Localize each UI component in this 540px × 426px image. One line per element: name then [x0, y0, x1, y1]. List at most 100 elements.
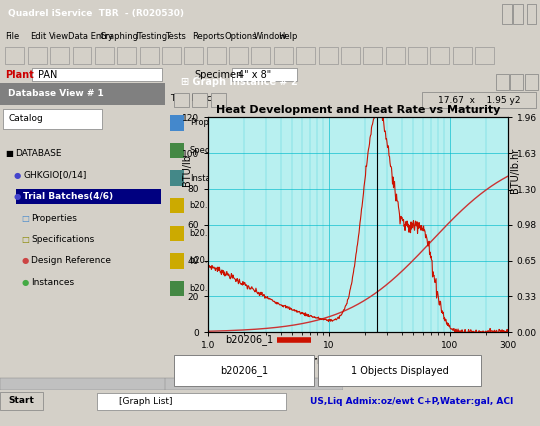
Text: Database View # 1: Database View # 1 [8, 89, 104, 98]
Text: Window: Window [254, 32, 287, 41]
Text: Trial Batche:: Trial Batche: [170, 94, 226, 103]
Bar [162, 47, 181, 64]
Bar [513, 4, 523, 23]
Bar [50, 47, 69, 64]
Text: b20...: b20... [190, 256, 213, 265]
Text: GHKGIO[0/14]: GHKGIO[0/14] [23, 170, 86, 180]
Text: US,Liq Admix:oz/ewt C+P,Water:gal, ACI: US,Liq Admix:oz/ewt C+P,Water:gal, ACI [309, 397, 513, 406]
Bar [184, 47, 203, 64]
Bar [274, 47, 293, 64]
Bar [3, 109, 102, 129]
Text: Data Entry: Data Entry [68, 32, 112, 41]
Text: BTU/lb: BTU/lb [181, 154, 192, 187]
Bar [526, 4, 536, 23]
Bar [170, 170, 184, 186]
Bar [95, 47, 114, 64]
Bar [386, 47, 404, 64]
Bar [318, 355, 481, 386]
Bar [430, 47, 449, 64]
Text: Specimen: Specimen [194, 69, 242, 80]
Text: Options: Options [224, 32, 256, 41]
Text: View: View [49, 32, 69, 41]
Bar [170, 143, 184, 158]
Bar [0, 83, 165, 104]
Bar [525, 74, 538, 90]
Bar [117, 47, 136, 64]
Text: ⊞ Graph Instance # 2: ⊞ Graph Instance # 2 [181, 77, 298, 87]
Bar [16, 189, 161, 204]
Bar [229, 47, 248, 64]
Bar [252, 47, 271, 64]
Text: b20206_1: b20206_1 [220, 365, 268, 376]
Text: Design Reference: Design Reference [31, 256, 111, 265]
Bar [254, 227, 275, 239]
Text: ■: ■ [5, 149, 13, 158]
Bar [28, 47, 46, 64]
Bar [254, 310, 275, 322]
Bar [170, 281, 184, 296]
Text: ●: ● [13, 192, 21, 201]
Bar [0, 391, 43, 410]
Text: Catalog: Catalog [8, 115, 43, 124]
Bar [211, 93, 226, 107]
Bar [174, 93, 188, 107]
Bar [192, 93, 207, 107]
Bar [5, 47, 24, 64]
X-axis label: Maturity (Maturity Hours): Maturity (Maturity Hours) [282, 356, 434, 366]
Text: 1 Objects Displayed: 1 Objects Displayed [350, 366, 448, 376]
Bar [296, 47, 315, 64]
Text: ●: ● [13, 170, 21, 180]
Text: Help: Help [278, 32, 298, 41]
Text: ITesting: ITesting [135, 32, 167, 41]
Text: ●: ● [22, 278, 29, 287]
Text: Graphing: Graphing [100, 32, 139, 41]
Text: Instances: Instances [31, 278, 75, 287]
Title: Heat Development and Heat Rate vs Maturity: Heat Development and Heat Rate vs Maturi… [215, 105, 500, 115]
Bar [0, 377, 165, 390]
Bar [170, 115, 184, 131]
Bar [408, 47, 427, 64]
Bar [453, 47, 472, 64]
Bar [170, 226, 184, 241]
Text: Plant: Plant [5, 69, 34, 80]
Text: Properties: Properties [31, 213, 77, 222]
Text: Start: Start [9, 396, 35, 405]
Text: Specifie.: Specifie. [190, 146, 226, 155]
Text: Reports: Reports [192, 32, 224, 41]
Bar [170, 253, 184, 269]
Bar [319, 47, 338, 64]
Text: b20...: b20... [190, 201, 213, 210]
Text: Edit: Edit [30, 32, 46, 41]
Bar [207, 47, 226, 64]
Bar [72, 47, 91, 64]
Bar [502, 4, 512, 23]
Text: 4" x 8": 4" x 8" [238, 69, 271, 80]
Text: Quadrel iService  TBR  - (R020530): Quadrel iService TBR - (R020530) [8, 9, 184, 18]
Text: Instance: Instance [190, 174, 226, 183]
Text: b20206_1: b20206_1 [226, 334, 274, 345]
Bar [32, 68, 162, 81]
Text: [Graph List]: [Graph List] [119, 397, 172, 406]
Bar [422, 92, 536, 108]
Bar [510, 74, 523, 90]
Text: □: □ [22, 235, 29, 244]
Text: BTU/lb.hr: BTU/lb.hr [510, 148, 521, 193]
Text: DATABASE: DATABASE [15, 149, 62, 158]
Text: PAN: PAN [38, 69, 57, 80]
Text: □: □ [22, 213, 29, 222]
Bar [496, 74, 509, 90]
Text: ●: ● [22, 256, 29, 265]
Bar [97, 394, 286, 410]
Bar [341, 47, 360, 64]
Text: 17.67  x    1.95 y2: 17.67 x 1.95 y2 [438, 95, 520, 105]
Text: b20...: b20... [190, 284, 213, 293]
Text: File: File [5, 32, 19, 41]
Bar [254, 255, 275, 267]
Text: Properlie: Properlie [190, 118, 227, 127]
Text: Trial Batches(4/6): Trial Batches(4/6) [23, 192, 113, 201]
Bar [475, 47, 494, 64]
Bar [165, 377, 343, 390]
Bar [363, 47, 382, 64]
Text: Tests: Tests [165, 32, 186, 41]
Bar [254, 282, 275, 295]
